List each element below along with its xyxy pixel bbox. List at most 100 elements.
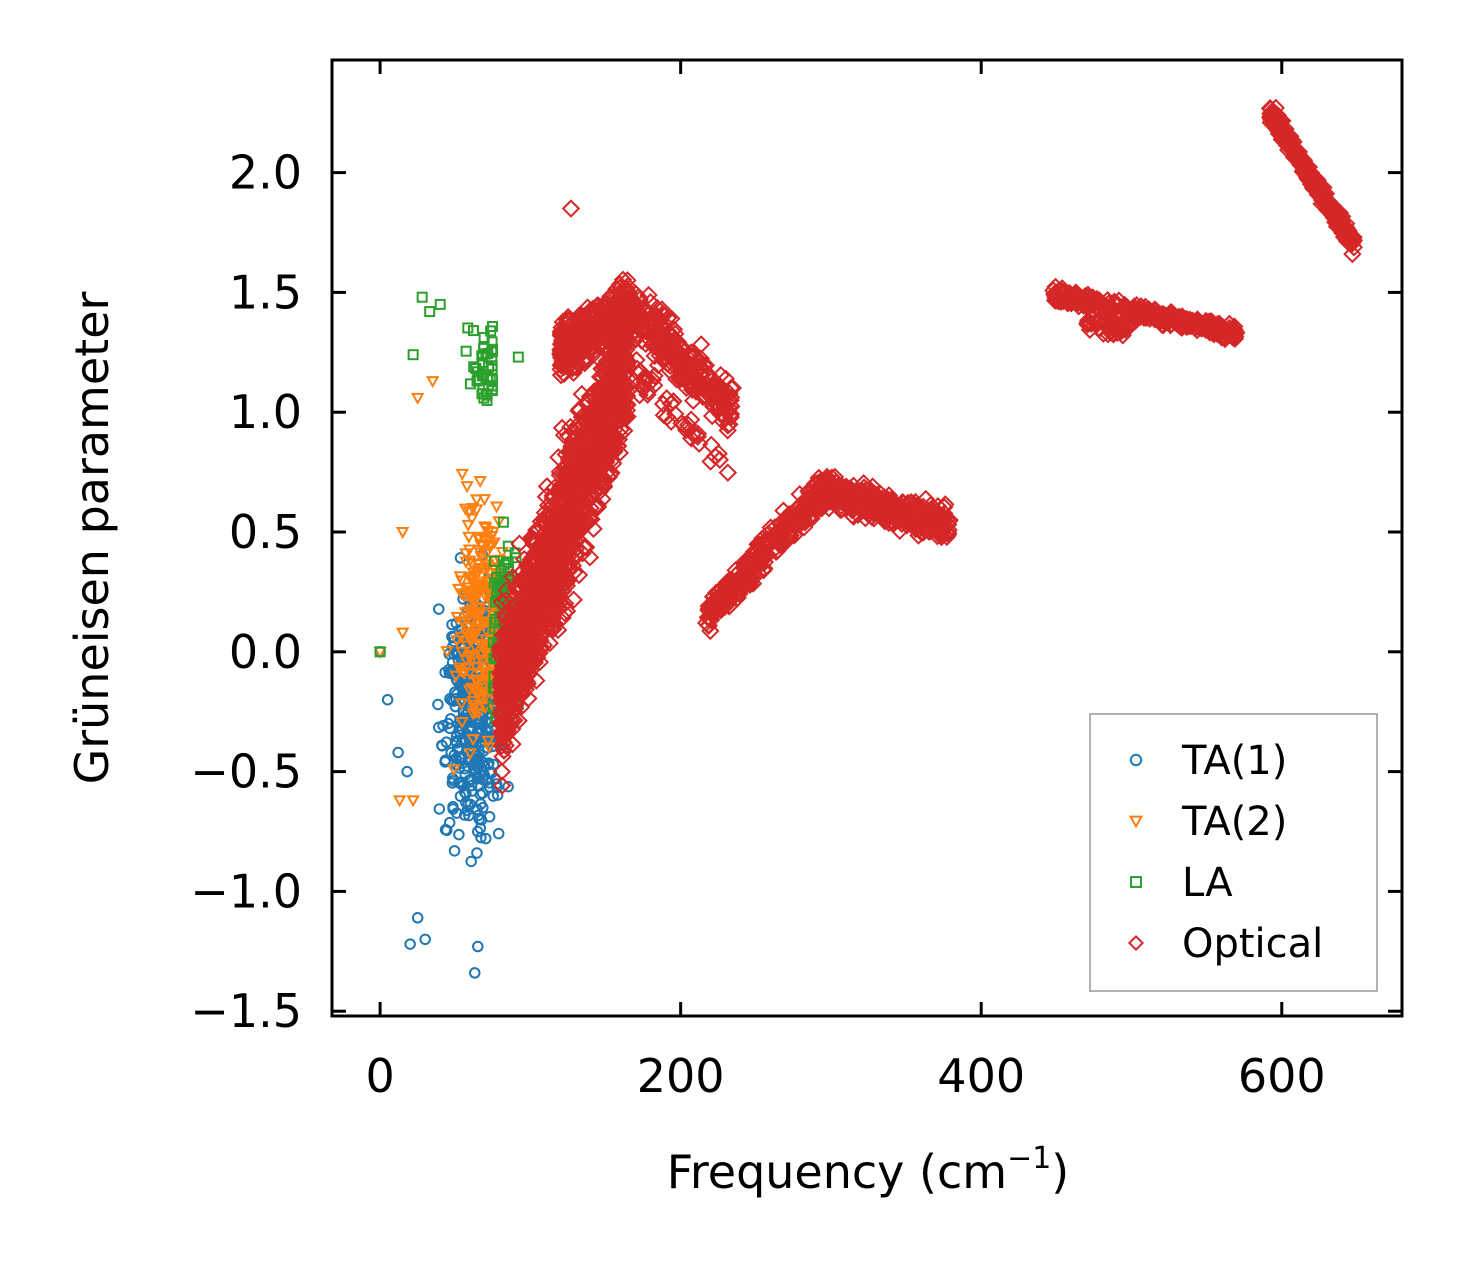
legend-entry: Optical [1127, 921, 1323, 967]
point-ta-2- [473, 607, 487, 620]
point-optical [552, 418, 572, 438]
legend-entry: LA [1130, 860, 1233, 906]
point-ta-1- [432, 698, 444, 711]
point-optical [503, 567, 522, 587]
point-optical [496, 628, 516, 648]
point-optical [728, 588, 747, 608]
point-optical [820, 473, 839, 493]
point-ta-1- [455, 750, 468, 763]
point-ta-2- [392, 795, 407, 808]
legend-marker [1127, 934, 1145, 952]
point-optical [589, 442, 608, 461]
legend-entry: TA(2) [1128, 799, 1287, 845]
point-la [434, 298, 446, 310]
point-optical [814, 480, 834, 500]
point-optical [770, 532, 789, 552]
point-ta-2- [455, 616, 469, 629]
point-ta-1- [448, 845, 461, 857]
point-optical [511, 609, 531, 628]
point-optical [629, 287, 648, 307]
point-optical [534, 598, 554, 618]
y-tick-label: 2.0 [229, 146, 302, 200]
point-ta-2- [425, 376, 440, 389]
point-optical [1196, 311, 1216, 331]
point-ta-1- [419, 933, 431, 946]
point-optical [1058, 289, 1077, 308]
point-optical [630, 385, 649, 405]
point-optical [653, 394, 673, 414]
point-optical [549, 571, 568, 591]
point-ta-2- [455, 468, 469, 481]
point-ta-2- [466, 696, 480, 709]
point-ta-2- [450, 635, 464, 648]
point-optical [841, 487, 861, 507]
point-ta-2- [474, 539, 488, 552]
point-optical [672, 414, 691, 433]
point-ta-1- [458, 809, 471, 821]
legend-label: TA(2) [1181, 799, 1287, 845]
point-optical [529, 586, 548, 605]
point-optical [611, 303, 630, 323]
point-ta-2- [395, 527, 410, 540]
point-ta-1- [450, 673, 463, 686]
point-optical [655, 314, 674, 333]
point-optical [1048, 284, 1068, 304]
point-optical [1339, 221, 1358, 241]
point-optical [594, 468, 613, 488]
point-ta-2- [468, 641, 482, 654]
point-la [471, 375, 483, 387]
point-la [468, 361, 480, 373]
point-optical [561, 199, 581, 218]
point-ta-2- [475, 656, 490, 669]
point-optical [553, 347, 572, 366]
point-optical [643, 370, 663, 390]
point-ta-1- [439, 756, 451, 768]
point-optical [691, 335, 711, 354]
point-optical [892, 514, 911, 534]
point-optical [694, 380, 713, 399]
point-optical [1198, 319, 1218, 339]
point-optical [607, 352, 626, 371]
point-optical [545, 499, 565, 519]
point-optical [618, 407, 637, 426]
point-la [416, 291, 428, 303]
point-optical [636, 334, 655, 353]
point-ta-2- [479, 617, 493, 630]
point-ta-2- [477, 564, 491, 577]
point-optical [645, 366, 664, 386]
point-optical [532, 533, 552, 552]
y-axis-label: Grüneisen parameter [65, 291, 119, 784]
point-ta-2- [467, 580, 482, 593]
point-optical [531, 612, 550, 631]
point-ta-1- [472, 809, 485, 822]
y-tick-label: 0.0 [229, 625, 302, 679]
point-la [494, 577, 506, 589]
point-optical [544, 568, 563, 588]
point-ta-1- [401, 765, 413, 778]
point-ta-2- [482, 525, 496, 539]
point-optical [696, 356, 716, 375]
point-optical [1137, 307, 1157, 327]
point-optical [499, 699, 518, 719]
point-optical [721, 408, 741, 427]
point-optical [543, 486, 562, 506]
point-optical [842, 500, 862, 520]
point-ta-2- [463, 748, 477, 761]
point-optical [527, 520, 546, 540]
legend-box [1089, 713, 1378, 992]
point-optical [797, 501, 817, 520]
point-ta-2- [465, 513, 479, 526]
point-ta-1- [478, 769, 491, 781]
point-ta-1- [483, 810, 496, 823]
point-ta-1- [480, 832, 492, 845]
point-optical [635, 300, 654, 320]
point-optical [662, 394, 681, 413]
point-optical [605, 297, 625, 317]
point-ta-2- [459, 654, 473, 667]
point-optical [1119, 316, 1138, 335]
point-optical [1089, 313, 1108, 333]
point-optical [493, 693, 512, 713]
point-optical [603, 288, 622, 307]
point-optical [598, 429, 617, 449]
